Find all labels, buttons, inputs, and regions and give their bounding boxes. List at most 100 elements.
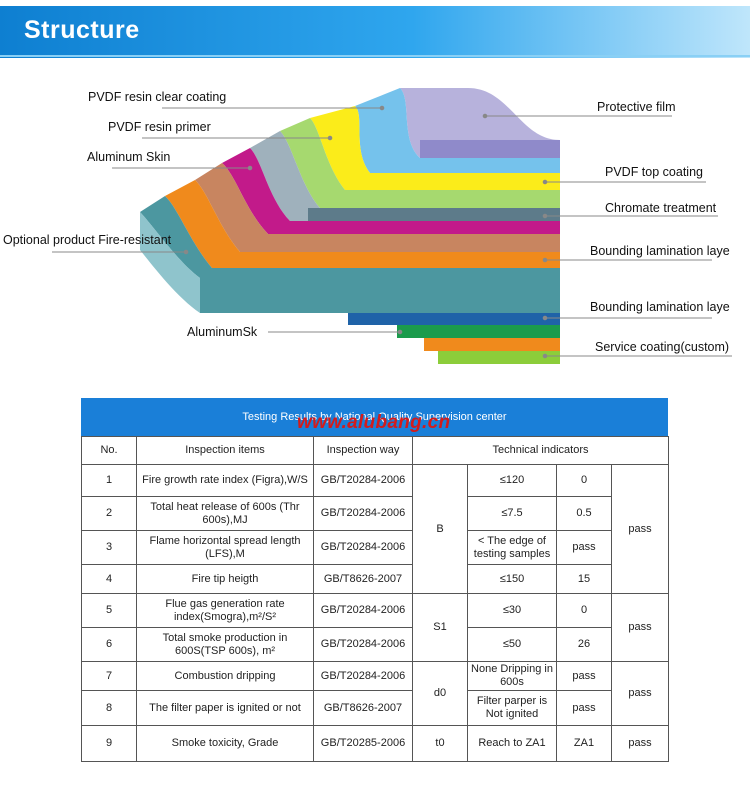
cell-item: Flame horizontal spread length (LFS),M bbox=[136, 530, 314, 565]
table-row: 1 Fire growth rate index (Figra),W/S GB/… bbox=[81, 464, 669, 594]
cell-item: Flue gas generation rate index(Smogra),m… bbox=[136, 593, 314, 628]
cell-value: Filter parper is Not ignited bbox=[467, 690, 557, 726]
cell-group: S1 bbox=[412, 593, 468, 662]
cell-result: ZA1 bbox=[556, 725, 612, 762]
cell-way: GB/T20284-2006 bbox=[313, 627, 413, 662]
label-fire-resistant: Optional product Fire-resistant bbox=[3, 233, 172, 247]
cell-item: Smoke toxicity, Grade bbox=[136, 725, 314, 762]
watermark: www.alubang.cn bbox=[297, 412, 451, 433]
label-service-coating: Service coating(custom) bbox=[595, 340, 730, 354]
label-pvdf-top-coating: PVDF top coating bbox=[605, 165, 703, 179]
bottom-lime-layer bbox=[438, 351, 560, 364]
cell-result: 15 bbox=[556, 564, 612, 594]
leader-lines bbox=[52, 105, 732, 359]
cell-way: GB/T20285-2006 bbox=[313, 725, 413, 762]
cell-no: 6 bbox=[81, 627, 137, 662]
lamination-brown-layer bbox=[195, 163, 560, 252]
label-pvdf-clear-coating: PVDF resin clear coating bbox=[88, 90, 227, 104]
cell-no: 7 bbox=[81, 661, 137, 691]
bottom-blue-layer bbox=[348, 313, 560, 325]
label-chromate-treatment: Chromate treatment bbox=[605, 201, 717, 215]
protective-film-front bbox=[420, 140, 560, 158]
section-title: Structure bbox=[24, 16, 140, 44]
label-pvdf-primer: PVDF resin primer bbox=[108, 120, 211, 134]
layer-structure-diagram bbox=[52, 88, 732, 364]
section-header: Structure bbox=[0, 6, 750, 58]
results-table: No. Inspection items Inspection way Tech… bbox=[81, 436, 669, 762]
cell-value: ≤7.5 bbox=[467, 496, 557, 531]
table-row: 5 Flue gas generation rate index(Smogra)… bbox=[81, 593, 669, 662]
cell-item: Fire growth rate index (Figra),W/S bbox=[136, 464, 314, 497]
cell-pass: pass bbox=[611, 661, 669, 726]
table-row: 7 Combustion dripping GB/T20284-2006 d0 … bbox=[81, 661, 669, 726]
table-row: 2 Total heat release of 600s (Thr 600s),… bbox=[81, 496, 669, 531]
cell-group: t0 bbox=[412, 725, 468, 762]
cell-item: Total heat release of 600s (Thr 600s),MJ bbox=[136, 496, 314, 531]
cell-result: 0 bbox=[556, 593, 612, 628]
cell-value: ≤50 bbox=[467, 627, 557, 662]
cell-way: GB/T8626-2007 bbox=[313, 564, 413, 594]
cell-no: 4 bbox=[81, 564, 137, 594]
cell-item: Combustion dripping bbox=[136, 661, 314, 691]
cell-item: Fire tip heigth bbox=[136, 564, 314, 594]
cell-result: pass bbox=[556, 530, 612, 565]
cell-result: 0 bbox=[556, 464, 612, 497]
cell-way: GB/T20284-2006 bbox=[313, 593, 413, 628]
cell-way: GB/T20284-2006 bbox=[313, 530, 413, 565]
label-aluminum-skin: Aluminum Skin bbox=[87, 150, 171, 164]
header-divider bbox=[0, 55, 750, 57]
col-no: No. bbox=[81, 436, 137, 465]
table-title: Testing Results by National Quality Supe… bbox=[242, 411, 507, 423]
bottom-orange-layer bbox=[424, 338, 560, 351]
label-bounding-lamination-1: Bounding lamination laye bbox=[590, 244, 730, 258]
chromate-front bbox=[308, 208, 560, 221]
cell-result: pass bbox=[556, 661, 612, 691]
label-protective-film: Protective film bbox=[597, 100, 676, 114]
cell-result: pass bbox=[556, 690, 612, 726]
cell-way: GB/T20284-2006 bbox=[313, 661, 413, 691]
cell-value: ≤120 bbox=[467, 464, 557, 497]
clear-coat-layer bbox=[310, 106, 560, 190]
cell-way: GB/T20284-2006 bbox=[313, 464, 413, 497]
cell-pass: pass bbox=[611, 725, 669, 762]
table-row: 8 The filter paper is ignited or not GB/… bbox=[81, 690, 669, 726]
cell-pass: pass bbox=[611, 464, 669, 594]
testing-results-table: Testing Results by National Quality Supe… bbox=[81, 398, 669, 762]
table-title-bar: Testing Results by National Quality Supe… bbox=[81, 398, 668, 436]
col-technical-indicators: Technical indicators bbox=[412, 436, 669, 465]
cell-pass: pass bbox=[611, 593, 669, 662]
table-row: 9 Smoke toxicity, Grade GB/T20285-2006 t… bbox=[81, 725, 669, 762]
cell-group: d0 bbox=[412, 661, 468, 726]
cell-group: B bbox=[412, 464, 468, 594]
cell-value: ≤150 bbox=[467, 564, 557, 594]
cell-no: 5 bbox=[81, 593, 137, 628]
cell-no: 9 bbox=[81, 725, 137, 762]
label-aluminumsk: AluminumSk bbox=[187, 325, 258, 339]
cell-result: 26 bbox=[556, 627, 612, 662]
core-layer bbox=[140, 196, 560, 313]
cell-no: 3 bbox=[81, 530, 137, 565]
table-header-row: No. Inspection items Inspection way Tech… bbox=[81, 436, 669, 465]
cell-result: 0.5 bbox=[556, 496, 612, 531]
core-side bbox=[140, 212, 200, 313]
cell-way: GB/T20284-2006 bbox=[313, 496, 413, 531]
cell-no: 2 bbox=[81, 496, 137, 531]
primer-layer bbox=[280, 118, 560, 208]
cell-value: Reach to ZA1 bbox=[467, 725, 557, 762]
col-inspection-way: Inspection way bbox=[313, 436, 413, 465]
cell-value: < The edge of testing samples bbox=[467, 530, 557, 565]
top-coat-layer bbox=[355, 88, 560, 173]
cell-item: Total smoke production in 600S(TSP 600s)… bbox=[136, 627, 314, 662]
cell-way: GB/T8626-2007 bbox=[313, 690, 413, 726]
skin-magenta-layer bbox=[222, 148, 560, 234]
table-row: 6 Total smoke production in 600S(TSP 600… bbox=[81, 627, 669, 662]
table-row: 3 Flame horizontal spread length (LFS),M… bbox=[81, 530, 669, 565]
bottom-green-layer bbox=[397, 325, 560, 338]
label-bounding-lamination-2: Bounding lamination laye bbox=[590, 300, 730, 314]
cell-item: The filter paper is ignited or not bbox=[136, 690, 314, 726]
cell-value: ≤30 bbox=[467, 593, 557, 628]
cell-no: 1 bbox=[81, 464, 137, 497]
col-inspection-items: Inspection items bbox=[136, 436, 314, 465]
table-row: 4 Fire tip heigth GB/T8626-2007 ≤150 15 bbox=[81, 564, 669, 594]
cell-no: 8 bbox=[81, 690, 137, 726]
